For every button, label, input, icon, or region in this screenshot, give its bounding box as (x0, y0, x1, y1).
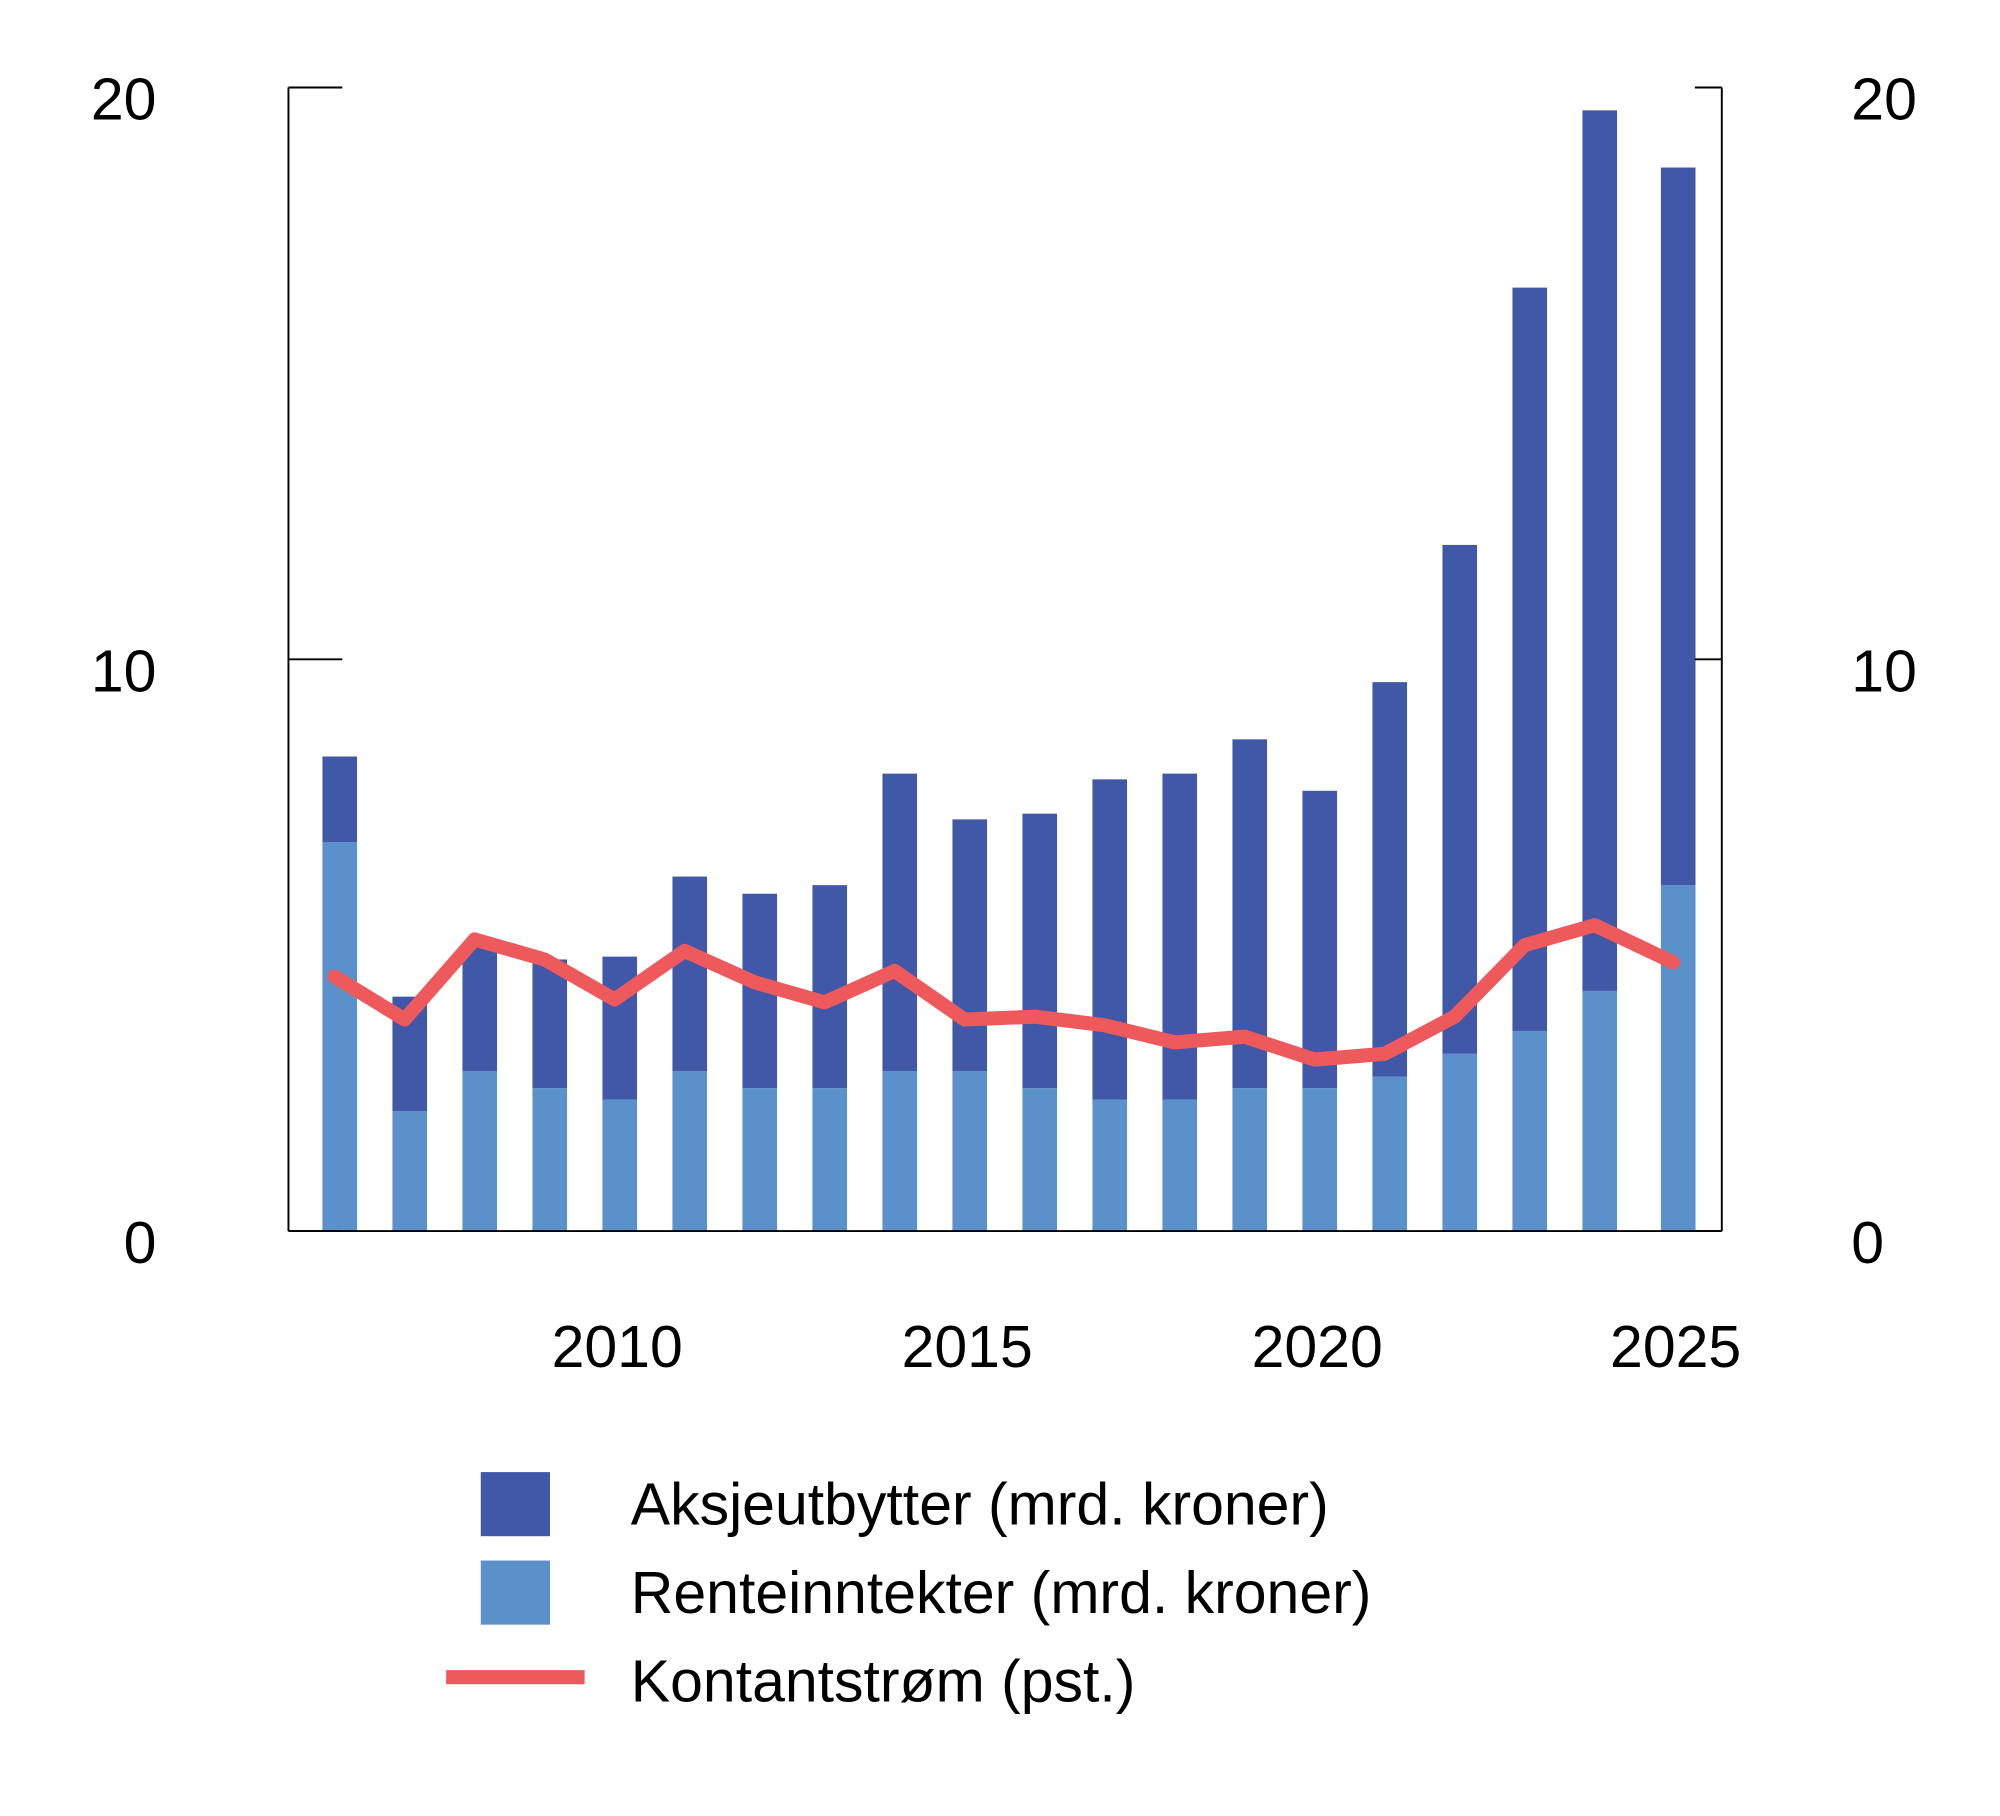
bar-renteinntekter-2020 (1302, 1088, 1338, 1232)
bar-aksjeutbytter-2025 (1660, 167, 1696, 886)
legend: Aksjeutbytter (mrd. kroner) Renteinntekte… (446, 1472, 1372, 1715)
x-tick-label: 2015 (902, 1315, 1033, 1380)
bar-aksjeutbytter-2016 (1022, 813, 1058, 1089)
bar-renteinntekter-2006 (322, 842, 358, 1232)
bar-aksjeutbytter-2010 (602, 956, 638, 1100)
bar-aksjeutbytter-2023 (1512, 287, 1548, 1031)
bar-aksjeutbytter-2024 (1582, 110, 1618, 991)
y-right-tick-label: 0 (1851, 1211, 1884, 1276)
cashflow-line (327, 918, 1681, 1067)
bar-renteinntekter-2009 (532, 1088, 568, 1232)
bar-aksjeutbytter-2009 (532, 959, 568, 1089)
bar-renteinntekter-2019 (1232, 1088, 1268, 1232)
bar-renteinntekter-2021 (1372, 1076, 1408, 1232)
bar-aksjeutbytter-2019 (1232, 739, 1268, 1089)
y-right-tick-label: 20 (1851, 68, 1917, 133)
bar-aksjeutbytter-2022 (1442, 544, 1478, 1054)
bar-renteinntekter-2008 (462, 1070, 498, 1232)
bar-aksjeutbytter-2006 (322, 756, 358, 843)
x-tick-label: 2010 (552, 1315, 683, 1380)
x-tick-label: 2020 (1252, 1315, 1383, 1380)
bar-aksjeutbytter-2017 (1092, 779, 1128, 1100)
y-right-tick-label: 10 (1851, 639, 1917, 704)
bar-aksjeutbytter-2021 (1372, 682, 1408, 1077)
y-left-tick-label: 20 (91, 68, 157, 133)
bar-aksjeutbytter-2018 (1162, 773, 1198, 1100)
bar-renteinntekter-2011 (672, 1070, 708, 1232)
bar-renteinntekter-2025 (1660, 885, 1696, 1232)
line-kontantstrom (327, 918, 1681, 1067)
legend-label: Kontantstrøm (pst.) (631, 1650, 1136, 1715)
legend-swatch-0 (480, 1472, 550, 1537)
bars (322, 110, 1696, 1232)
bar-aksjeutbytter-2008 (462, 945, 498, 1071)
bar-renteinntekter-2015 (952, 1070, 988, 1232)
legend-label: Aksjeutbytter (mrd. kroner) (631, 1473, 1329, 1538)
bar-renteinntekter-2014 (882, 1070, 918, 1232)
bar-renteinntekter-2010 (602, 1099, 638, 1232)
legend-swatch-1 (480, 1560, 550, 1625)
bar-aksjeutbytter-2015 (952, 819, 988, 1071)
axes (287, 86, 1723, 1233)
y-left-tick-label: 10 (91, 639, 157, 704)
bar-renteinntekter-2013 (812, 1088, 848, 1232)
x-tick-label: 2025 (1610, 1315, 1741, 1380)
bar-aksjeutbytter-2011 (672, 876, 708, 1071)
bar-renteinntekter-2017 (1092, 1099, 1128, 1232)
bar-aksjeutbytter-2013 (812, 885, 848, 1089)
y-left-tick-label: 0 (124, 1211, 157, 1276)
bar-renteinntekter-2012 (742, 1088, 778, 1232)
bar-aksjeutbytter-2020 (1302, 790, 1338, 1089)
bar-renteinntekter-2016 (1022, 1088, 1058, 1232)
bar-aksjeutbytter-2014 (882, 773, 918, 1071)
bar-renteinntekter-2023 (1512, 1030, 1548, 1232)
bar-renteinntekter-2018 (1162, 1099, 1198, 1232)
bar-renteinntekter-2007 (392, 1111, 428, 1232)
bar-renteinntekter-2022 (1442, 1053, 1478, 1232)
legend-label: Renteinntekter (mrd. kroner) (631, 1561, 1372, 1626)
bar-renteinntekter-2024 (1582, 990, 1618, 1232)
